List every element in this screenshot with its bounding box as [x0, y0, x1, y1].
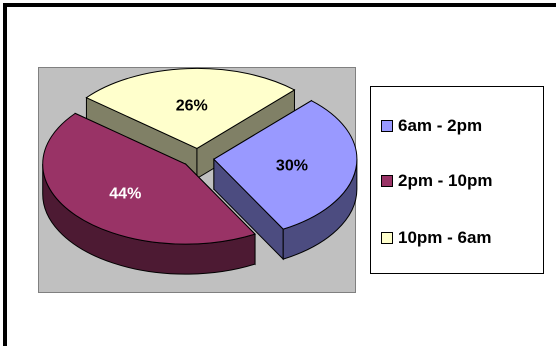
legend-label-10pm-6am: 10pm - 6am	[398, 228, 492, 247]
legend-item-2pm-10pm: 2pm - 10pm	[381, 170, 492, 192]
legend-label-2pm-10pm: 2pm - 10pm	[398, 171, 493, 190]
legend-swatch-6am-2pm	[381, 120, 393, 132]
pie-slice-2pm-10pm	[42, 112, 256, 245]
pie-slice-tops	[42, 67, 358, 245]
legend-item-6am-2pm: 6am - 2pm	[381, 115, 482, 137]
data-label-6am-2pm: 30%	[276, 158, 308, 175]
legend-swatch-2pm-10pm	[381, 175, 393, 187]
legend: 6am - 2pm 2pm - 10pm 10pm - 6am	[370, 86, 544, 274]
legend-label-6am-2pm: 6am - 2pm	[398, 116, 483, 135]
pie-data-labels: 30% 44% 26%	[109, 98, 308, 203]
legend-item-10pm-6am: 10pm - 6am	[381, 227, 492, 249]
pie-slice-10pm-6am	[85, 67, 296, 149]
data-label-10pm-6am: 26%	[176, 98, 208, 115]
data-label-2pm-10pm: 44%	[109, 185, 141, 202]
legend-swatch-10pm-6am	[381, 232, 393, 244]
pie-slice-6am-2pm	[213, 100, 358, 230]
